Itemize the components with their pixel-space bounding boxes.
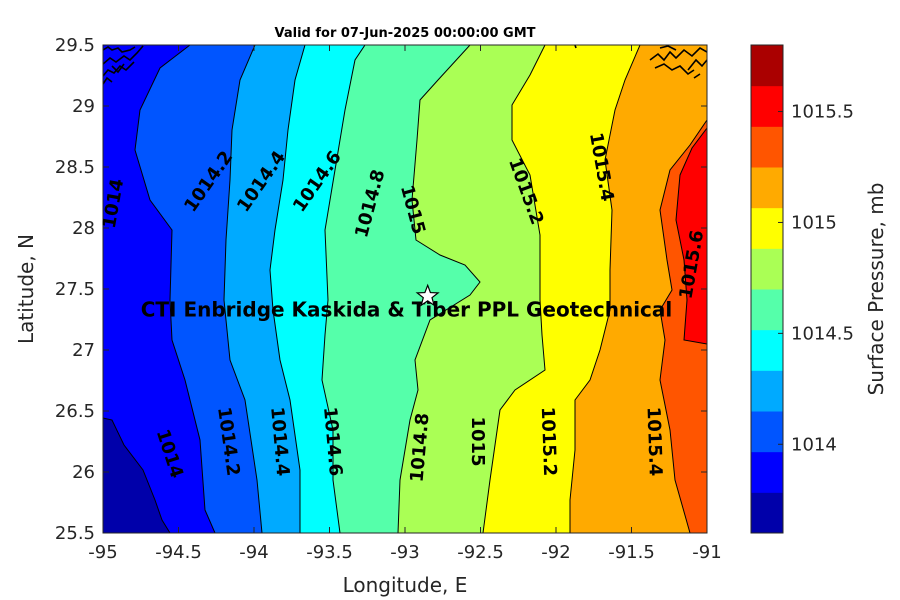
y-axis-ticks: 25.5 26 26.5 27 27.5 28 28.5 29 29.5	[55, 35, 707, 544]
x-tick-label: -94.5	[155, 542, 202, 563]
colorbar-tick-label: 1014	[791, 434, 837, 455]
colorbar-tick-label: 1015.5	[791, 102, 854, 123]
site-annotation: CTI Enbridge Kaskida & Tiber PPL Geotech…	[141, 298, 673, 322]
y-tick-label: 25.5	[55, 523, 95, 544]
y-tick-label: 29.5	[55, 35, 95, 56]
colorbar-swatch	[751, 370, 783, 412]
colorbar-swatch	[751, 451, 783, 493]
colorbar-swatch	[751, 492, 783, 534]
colorbar-swatch	[751, 45, 783, 87]
colorbar-swatch	[751, 126, 783, 168]
colorbar-label: Surface Pressure, mb	[864, 183, 888, 396]
y-tick-label: 29	[72, 96, 95, 117]
x-tick-label: -91	[692, 542, 721, 563]
x-tick-label: -93.5	[306, 542, 353, 563]
plot-area	[103, 45, 707, 533]
colorbar-ticks: 1014 1014.5 1015 1015.5	[778, 102, 854, 455]
site-star-marker	[415, 283, 440, 307]
x-axis-label: Longitude, E	[343, 573, 468, 597]
x-tick-label: -92.5	[457, 542, 504, 563]
chart-title: Valid for 07-Jun-2025 00:00:00 GMT	[275, 26, 536, 41]
colorbar-swatch	[751, 411, 783, 453]
colorbar-swatch	[751, 207, 783, 249]
band-below-1014	[103, 417, 171, 533]
contour-label: 1015.2	[537, 406, 560, 476]
colorbar-swatch	[751, 329, 783, 371]
colorbar-swatch	[751, 85, 783, 127]
x-tick-label: -93	[390, 542, 419, 563]
colorbar-frame	[750, 44, 784, 534]
colorbar-tick-label: 1014.5	[791, 323, 854, 344]
x-tick-label: -92	[541, 542, 570, 563]
contour-label: 1015	[467, 416, 488, 466]
coastline-west	[103, 45, 144, 85]
y-tick-label: 27.5	[55, 279, 95, 300]
colorbar-swatch	[751, 248, 783, 290]
colorbar-swatch	[751, 167, 783, 209]
coastline-east	[574, 45, 707, 79]
y-tick-label: 28.5	[55, 157, 95, 178]
y-axis-label: Latitude, N	[14, 234, 38, 344]
contour-label: 1015.4	[642, 406, 665, 476]
y-tick-label: 26	[72, 462, 95, 483]
x-tick-label: -94	[239, 542, 268, 563]
x-axis-ticks: -95 -94.5 -94 -93.5 -93 -92.5 -92 -91.5 -91	[88, 45, 722, 563]
x-tick-label: -91.5	[608, 542, 655, 563]
band-above-1015.6	[675, 127, 707, 345]
colorbar	[750, 44, 784, 534]
x-tick-label: -95	[88, 542, 117, 563]
y-tick-label: 28	[72, 218, 95, 239]
y-tick-label: 27	[72, 340, 95, 361]
annotation-layer: CTI Enbridge Kaskida & Tiber PPL Geotech…	[141, 283, 673, 322]
colorbar-tick-label: 1015	[791, 212, 837, 233]
colorbar-swatch	[751, 289, 783, 331]
y-tick-label: 26.5	[55, 401, 95, 422]
